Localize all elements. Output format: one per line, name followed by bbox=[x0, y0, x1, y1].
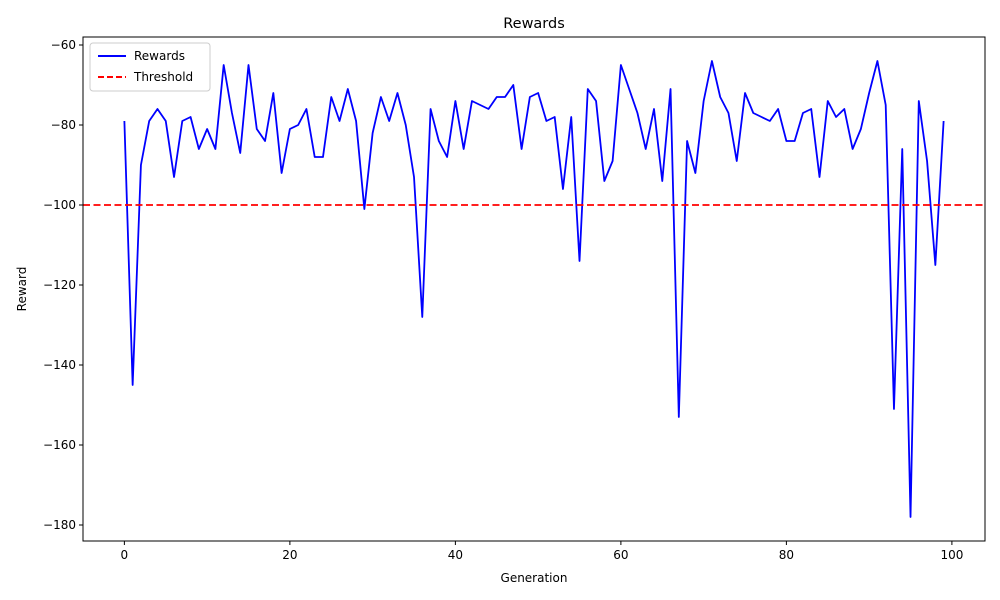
series-layer bbox=[83, 60, 985, 518]
x-tick-label: 60 bbox=[613, 548, 628, 562]
x-axis-title: Generation bbox=[501, 571, 568, 585]
y-tick-label: −120 bbox=[43, 278, 76, 292]
x-axis-ticks: 0 20 40 60 80 100 bbox=[121, 541, 963, 562]
x-tick-label: 0 bbox=[121, 548, 129, 562]
y-axis-ticks: −60 −80 −100 −120 −140 −160 −180 bbox=[43, 38, 83, 532]
plot-frame bbox=[82, 36, 986, 542]
y-tick-label: −180 bbox=[43, 518, 76, 532]
chart-title: Rewards bbox=[503, 16, 565, 32]
x-tick-label: 100 bbox=[940, 548, 963, 562]
legend: Rewards Threshold bbox=[89, 42, 211, 92]
x-tick-label: 40 bbox=[448, 548, 463, 562]
y-tick-label: −60 bbox=[51, 38, 76, 52]
y-tick-label: −80 bbox=[51, 118, 76, 132]
y-tick-label: −140 bbox=[43, 358, 76, 372]
x-tick-label: 20 bbox=[282, 548, 297, 562]
series-line-rewards bbox=[123, 60, 945, 518]
y-tick-label: −160 bbox=[43, 438, 76, 452]
y-axis-title: Reward bbox=[15, 267, 29, 312]
x-tick-label: 80 bbox=[779, 548, 794, 562]
legend-label-rewards: Rewards bbox=[134, 49, 185, 63]
y-tick-label: −100 bbox=[43, 198, 76, 212]
legend-label-threshold: Threshold bbox=[133, 70, 193, 84]
